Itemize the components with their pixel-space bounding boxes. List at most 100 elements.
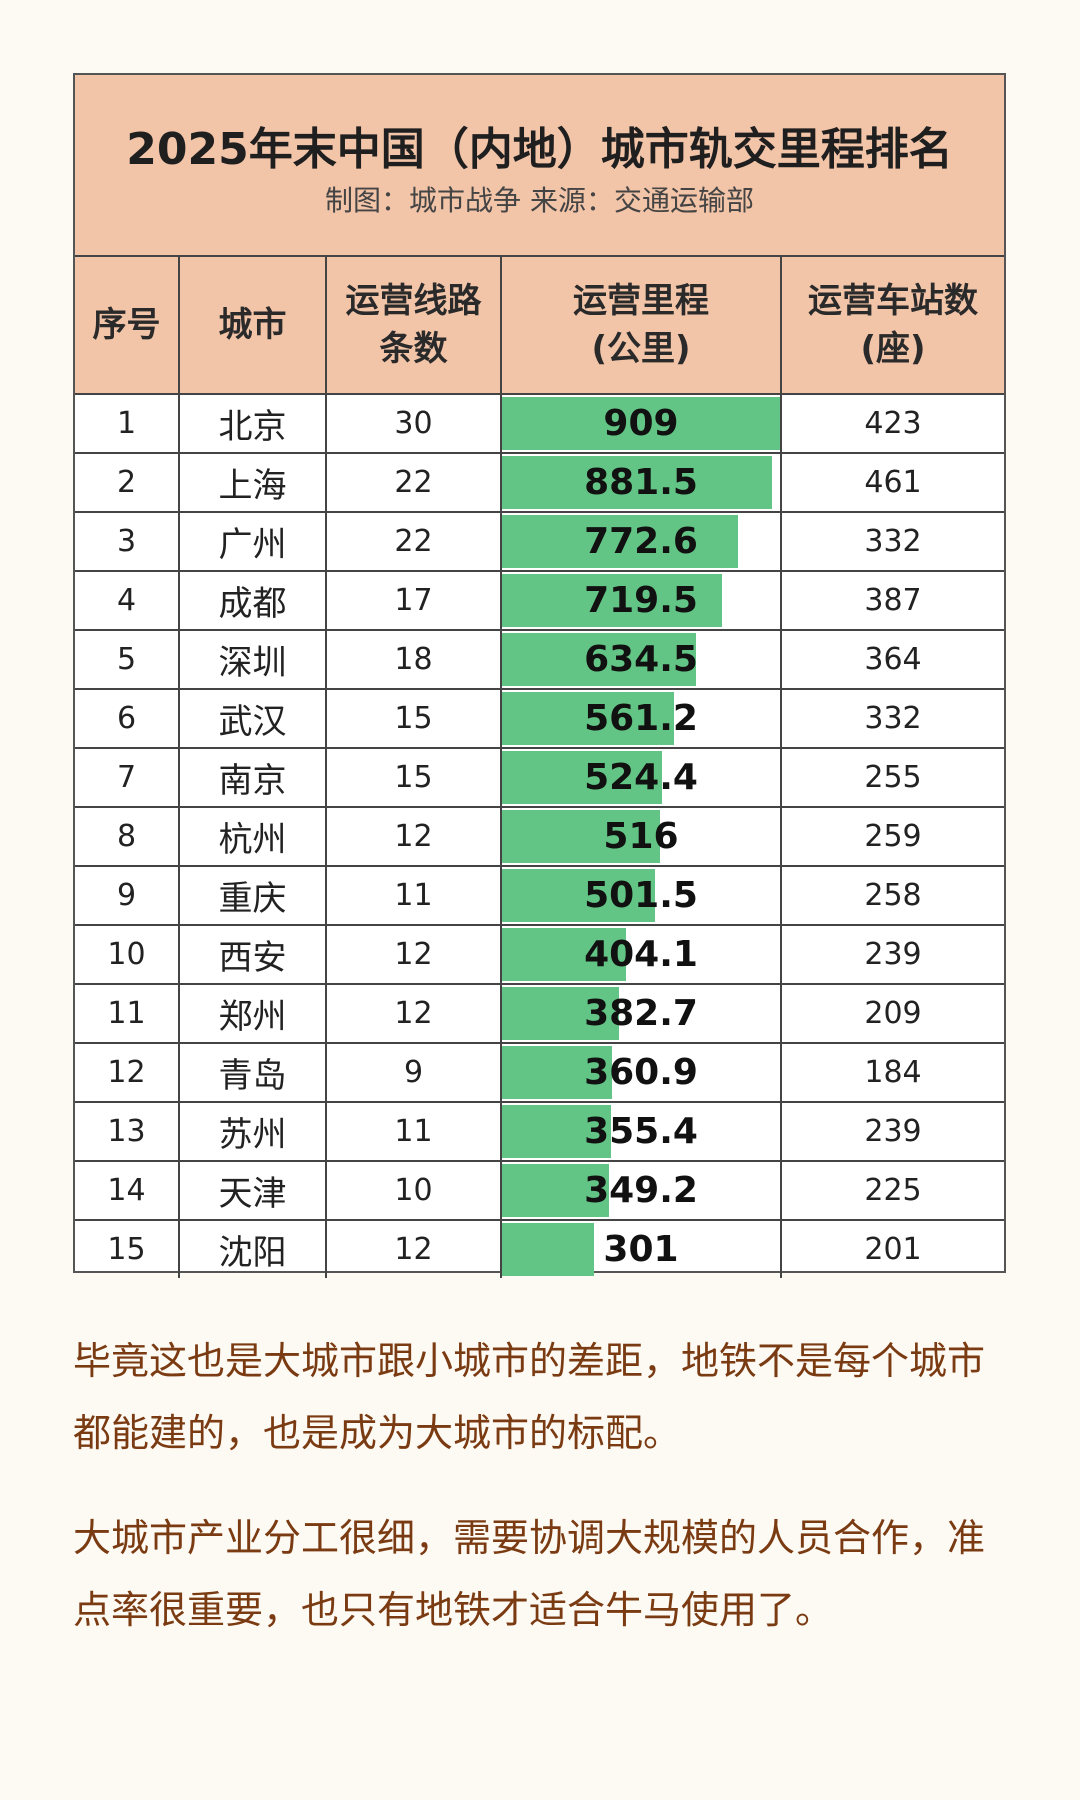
mileage-value: 360.9: [584, 1052, 698, 1093]
header-city: 城市: [180, 257, 327, 393]
mileage-bar: [502, 810, 660, 863]
cell-rank: 9: [75, 867, 180, 924]
cell-lines: 10: [327, 1162, 502, 1219]
cell-city: 郑州: [180, 985, 327, 1042]
mileage-bar: [502, 633, 696, 686]
mileage-value: 382.7: [584, 993, 698, 1034]
cell-rank: 8: [75, 808, 180, 865]
cell-stations: 387: [864, 583, 922, 618]
cell-stations: 259: [864, 819, 922, 854]
header-mileage: 运营里程 (公里): [502, 257, 782, 393]
cell-lines: 18: [327, 631, 502, 688]
table-row: 9 重庆 11 501.5 258: [75, 867, 1004, 926]
cell-city: 杭州: [180, 808, 327, 865]
cell-mileage: 634.5: [502, 631, 782, 688]
paragraph-1: 毕竟这也是大城市跟小城市的差距，地铁不是每个城市都能建的，也是成为大城市的标配。: [73, 1339, 986, 1455]
cell-lines: 11: [327, 1103, 502, 1160]
mileage-bar: [502, 397, 780, 450]
mileage-bar: [502, 1105, 611, 1158]
cell-mileage: 524.4: [502, 749, 782, 806]
cell-stations: 201: [864, 1232, 922, 1267]
table-subtitle: 制图：城市战争 来源：交通运输部: [325, 184, 754, 217]
mileage-bar: [502, 751, 662, 804]
mileage-bar: [502, 692, 674, 745]
cell-rank: 1: [75, 395, 180, 452]
header-stations: 运营车站数 (座): [808, 281, 978, 369]
mileage-value: 909: [603, 403, 679, 444]
cell-stations: 461: [864, 465, 922, 500]
cell-rank: 2: [75, 454, 180, 511]
column-header-row: 序号 城市 运营线路 条数 运营里程 (公里) 运营车站数 (座): [75, 257, 1004, 395]
cell-rank: 5: [75, 631, 180, 688]
mileage-value: 772.6: [584, 521, 698, 562]
cell-city: 南京: [180, 749, 327, 806]
mileage-value: 561.2: [584, 698, 698, 739]
cell-stations: 423: [864, 406, 922, 441]
mileage-bar: [502, 456, 772, 509]
cell-rank: 7: [75, 749, 180, 806]
cell-city: 北京: [180, 395, 327, 452]
cell-city: 苏州: [180, 1103, 327, 1160]
mileage-bar: [502, 1164, 609, 1217]
cell-mileage: 360.9: [502, 1044, 782, 1101]
header-rank: 序号: [75, 257, 180, 393]
mileage-value: 881.5: [584, 462, 698, 503]
ranking-table: 2025年末中国（内地）城市轨交里程排名 制图：城市战争 来源：交通运输部 序号…: [73, 73, 1006, 1278]
cell-stations: 364: [864, 642, 922, 677]
table-row: 14 天津 10 349.2 225: [75, 1162, 1004, 1221]
mileage-bar: [502, 1046, 612, 1099]
mileage-value: 349.2: [584, 1170, 698, 1211]
table-row: 3 广州 22 772.6 332: [75, 513, 1004, 572]
cell-lines: 22: [327, 454, 502, 511]
cell-stations: 184: [864, 1055, 922, 1090]
cell-city: 武汉: [180, 690, 327, 747]
header-lines: 运营线路 条数: [327, 257, 502, 393]
cell-lines: 30: [327, 395, 502, 452]
mileage-value: 634.5: [584, 639, 698, 680]
cell-stations: 255: [864, 760, 922, 795]
table-row: 8 杭州 12 516 259: [75, 808, 1004, 867]
cell-mileage: 301: [502, 1221, 782, 1278]
mileage-bar: [502, 869, 655, 922]
cell-mileage: 501.5: [502, 867, 782, 924]
table-row: 5 深圳 18 634.5 364: [75, 631, 1004, 690]
mileage-bar: [502, 574, 722, 627]
table-row: 15 沈阳 12 301 201: [75, 1221, 1004, 1280]
cell-rank: 15: [75, 1221, 180, 1278]
mileage-value: 501.5: [584, 875, 698, 916]
cell-mileage: 355.4: [502, 1103, 782, 1160]
mileage-value: 404.1: [584, 934, 698, 975]
mileage-value: 301: [603, 1229, 679, 1270]
cell-rank: 3: [75, 513, 180, 570]
cell-city: 天津: [180, 1162, 327, 1219]
table-row: 2 上海 22 881.5 461: [75, 454, 1004, 513]
cell-lines: 12: [327, 985, 502, 1042]
cell-lines: 15: [327, 749, 502, 806]
cell-city: 广州: [180, 513, 327, 570]
table-row: 1 北京 30 909 423: [75, 395, 1004, 454]
cell-stations: 239: [864, 937, 922, 972]
cell-rank: 13: [75, 1103, 180, 1160]
cell-mileage: 404.1: [502, 926, 782, 983]
cell-rank: 11: [75, 985, 180, 1042]
cell-mileage: 516: [502, 808, 782, 865]
table-row: 6 武汉 15 561.2 332: [75, 690, 1004, 749]
table-row: 10 西安 12 404.1 239: [75, 926, 1004, 985]
cell-stations: 209: [864, 996, 922, 1031]
mileage-value: 524.4: [584, 757, 698, 798]
cell-rank: 10: [75, 926, 180, 983]
cell-lines: 15: [327, 690, 502, 747]
cell-lines: 12: [327, 808, 502, 865]
cell-mileage: 561.2: [502, 690, 782, 747]
table-header-band: 2025年末中国（内地）城市轨交里程排名 制图：城市战争 来源：交通运输部: [75, 75, 1004, 257]
mileage-value: 516: [603, 816, 679, 857]
mileage-bar: [502, 1223, 594, 1276]
table-title: 2025年末中国（内地）城市轨交里程排名: [126, 124, 953, 175]
table-row: 11 郑州 12 382.7 209: [75, 985, 1004, 1044]
table-row: 7 南京 15 524.4 255: [75, 749, 1004, 808]
cell-rank: 4: [75, 572, 180, 629]
cell-lines: 9: [327, 1044, 502, 1101]
cell-city: 西安: [180, 926, 327, 983]
cell-rank: 12: [75, 1044, 180, 1101]
paragraph-2: 大城市产业分工很细，需要协调大规模的人员合作，准点率很重要，也只有地铁才适合牛马…: [73, 1516, 986, 1632]
